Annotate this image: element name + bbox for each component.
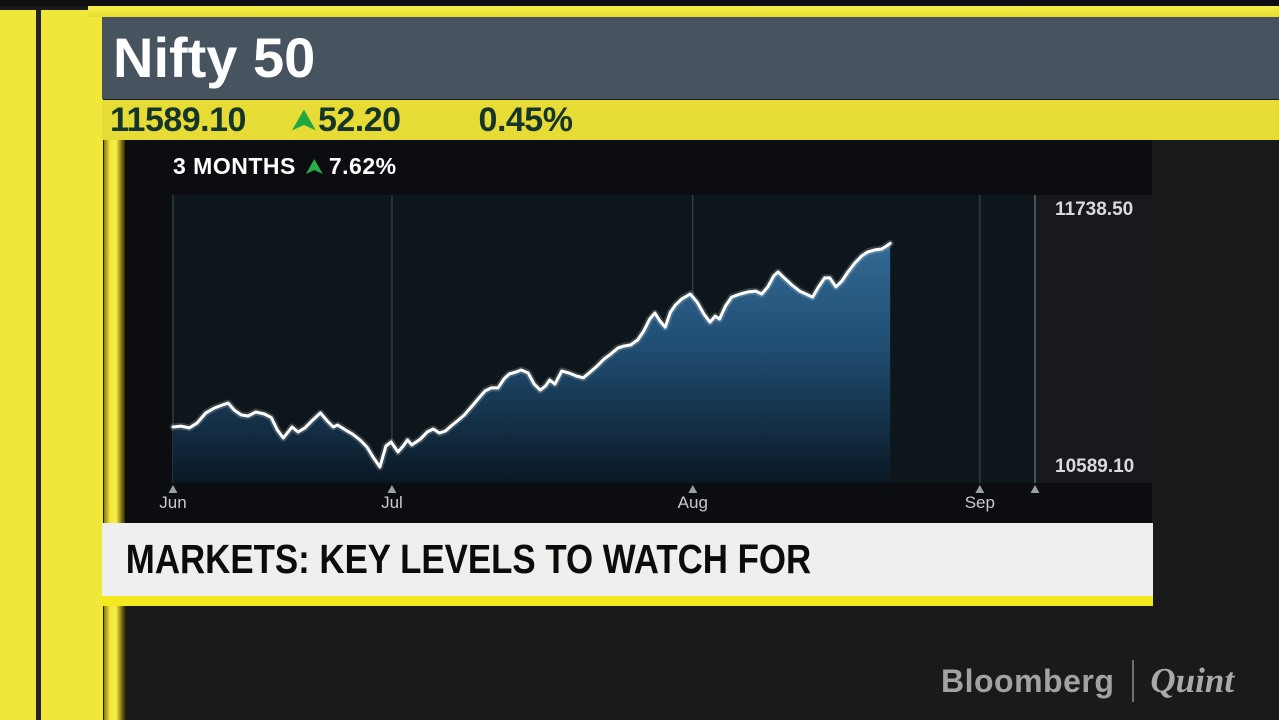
price-chart: Jun Jul Aug Sep 11738.50 10589.10: [159, 195, 1152, 512]
y-high-label: 11738.50: [1055, 199, 1133, 220]
x-tick-label: Jun: [159, 493, 186, 512]
tick-marker-icon: [688, 485, 698, 493]
banner-underline: [102, 596, 1153, 606]
x-tick-label: Jul: [381, 493, 403, 512]
brand-divider: [1132, 660, 1135, 702]
period-text: 3 MONTHS: [173, 153, 296, 179]
up-arrow-icon: [305, 159, 323, 174]
period-change-pct: 7.62%: [328, 153, 397, 179]
ticker-bar: 11589.10 52.20 0.45%: [102, 100, 1279, 140]
chart-panel: Jun Jul Aug Sep 11738.50 10589.10 3 MONTHS 7.…: [125, 140, 1152, 523]
up-arrow-icon: [291, 109, 316, 131]
x-tick-label: Aug: [678, 493, 708, 512]
ticker-price: 11589.10: [110, 100, 246, 139]
top-dark-strip: [0, 0, 1279, 6]
page-title: Nifty 50: [113, 26, 316, 89]
headline-strip: MARKETS: KEY LEVELS TO WATCH FOR: [102, 523, 1153, 596]
tick-marker-icon: [1030, 485, 1040, 493]
brand-logo: Bloomberg Quint: [941, 659, 1234, 703]
price-line: [171, 241, 892, 469]
ticker-change: 52.20: [317, 100, 401, 139]
brand-secondary: Quint: [1150, 661, 1235, 700]
left-yellow-band: [0, 10, 103, 720]
tick-marker-icon: [975, 485, 985, 493]
top-yellow-strip: [88, 6, 1279, 17]
headline-text: MARKETS: KEY LEVELS TO WATCH FOR: [125, 536, 812, 582]
x-tick-label: Sep: [965, 493, 995, 512]
tick-marker-icon: [168, 485, 178, 493]
header-bar: Nifty 50: [102, 17, 1279, 99]
vertical-yellow-bar: [104, 140, 126, 720]
ticker-change-pct: 0.45%: [478, 100, 573, 139]
area-fill: [173, 243, 891, 483]
brand-primary: Bloomberg: [941, 662, 1115, 699]
headline-banner: MARKETS: KEY LEVELS TO WATCH FOR: [102, 523, 1153, 606]
y-low-label: 10589.10: [1055, 456, 1134, 477]
left-band-groove: [36, 10, 41, 720]
axis-gutter: [1035, 195, 1152, 483]
chart-period-label: 3 MONTHS 7.62%: [173, 153, 397, 180]
tick-marker-icon: [387, 485, 397, 493]
